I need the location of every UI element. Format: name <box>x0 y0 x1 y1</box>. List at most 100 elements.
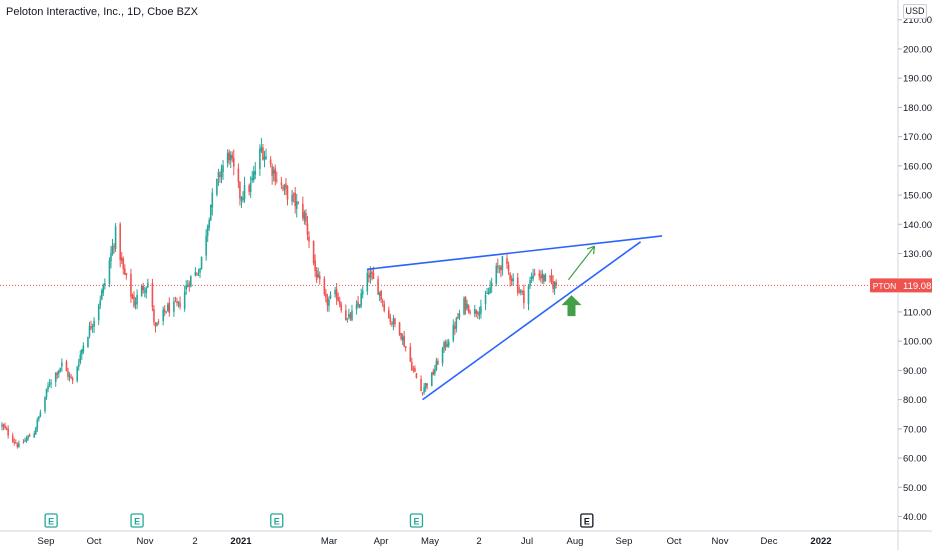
candle <box>99 295 102 310</box>
candle <box>209 204 212 221</box>
candle <box>480 299 482 319</box>
candle <box>454 321 456 335</box>
earnings-e-icon[interactable]: E <box>409 513 424 528</box>
candle <box>506 254 508 269</box>
candle <box>553 281 556 295</box>
candle <box>532 268 534 282</box>
candle <box>314 254 316 277</box>
candle <box>529 276 531 289</box>
candle <box>216 178 218 197</box>
candle <box>437 358 439 365</box>
candle <box>11 432 14 444</box>
candle <box>15 439 17 444</box>
candle <box>368 268 370 283</box>
trendline-resistance[interactable] <box>367 235 663 271</box>
chart-title: Peloton Interactive, Inc., 1D, Cboe BZX <box>6 6 198 18</box>
candle <box>400 332 402 341</box>
trendline-support[interactable] <box>422 241 642 401</box>
candle <box>378 291 381 302</box>
svg-text:E: E <box>48 517 54 527</box>
y-tick-label: 100.00 <box>903 337 932 348</box>
candle <box>421 392 424 396</box>
candle <box>4 422 6 430</box>
candle <box>420 375 422 392</box>
x-tick-label: Aug <box>567 536 584 547</box>
candle <box>458 309 461 321</box>
x-tick-label: May <box>421 536 439 547</box>
candle <box>486 287 488 295</box>
candle <box>271 163 273 185</box>
candle <box>391 321 393 327</box>
candle <box>185 280 187 295</box>
candle <box>349 312 352 321</box>
candle <box>516 273 519 296</box>
candle <box>104 278 106 290</box>
x-tick-label: Nov <box>137 536 154 547</box>
candle <box>455 316 458 333</box>
candle <box>197 268 200 277</box>
candle <box>498 264 501 274</box>
x-tick-label: Apr <box>374 536 389 547</box>
candle <box>22 439 25 444</box>
svg-text:E: E <box>413 517 419 527</box>
candle <box>76 365 79 383</box>
y-tick-label: 180.00 <box>903 103 932 114</box>
y-tick-label: 80.00 <box>903 395 927 406</box>
candle <box>280 176 283 190</box>
candle <box>34 426 37 435</box>
candle <box>549 275 551 283</box>
x-tick-label: Jul <box>521 536 533 547</box>
candle <box>340 301 343 313</box>
candle <box>186 280 189 288</box>
y-tick-label: 190.00 <box>903 74 932 85</box>
candle <box>232 149 235 176</box>
candle <box>179 296 181 310</box>
candle <box>147 278 149 289</box>
candle <box>228 149 230 165</box>
candle <box>305 209 307 226</box>
candle <box>110 246 112 269</box>
y-tick-label: 60.00 <box>903 454 927 465</box>
y-tick-label: 50.00 <box>903 483 927 494</box>
y-tick-label: 40.00 <box>903 512 927 523</box>
candle <box>251 170 254 184</box>
candle <box>97 303 100 326</box>
candle <box>371 267 373 281</box>
candle <box>473 304 476 318</box>
candle <box>44 396 46 414</box>
candle <box>366 268 369 296</box>
earnings-e-icon[interactable]: E <box>580 513 594 528</box>
earnings-e-icon[interactable]: E <box>130 513 144 528</box>
candle <box>243 176 246 203</box>
candle <box>168 297 171 317</box>
candle <box>432 368 435 376</box>
svg-text:E: E <box>584 517 590 527</box>
y-tick-label: 90.00 <box>903 366 927 377</box>
drawings <box>0 235 898 401</box>
candle <box>555 279 557 289</box>
candle <box>2 423 5 431</box>
candle <box>57 369 60 378</box>
x-tick-label: Dec <box>761 536 778 547</box>
x-tick-label: Mar <box>321 536 337 547</box>
earnings-e-icon[interactable]: E <box>270 513 284 528</box>
candle <box>435 357 438 372</box>
candle <box>269 156 272 168</box>
earnings-e-icon[interactable]: E <box>44 513 58 528</box>
candle <box>521 290 524 295</box>
candle <box>249 176 252 198</box>
candle <box>133 291 135 309</box>
candle <box>81 348 83 360</box>
candle <box>157 319 160 325</box>
candle <box>65 359 68 372</box>
x-tick-label: Sep <box>38 536 55 547</box>
candle <box>222 160 224 180</box>
candle <box>265 148 267 160</box>
candle <box>25 435 28 443</box>
y-tick-label: 130.00 <box>903 249 932 260</box>
y-tick-label: 110.00 <box>903 307 931 318</box>
currency-button[interactable]: USD <box>903 4 927 19</box>
projection-arrow[interactable] <box>567 245 596 281</box>
candle <box>303 210 306 225</box>
